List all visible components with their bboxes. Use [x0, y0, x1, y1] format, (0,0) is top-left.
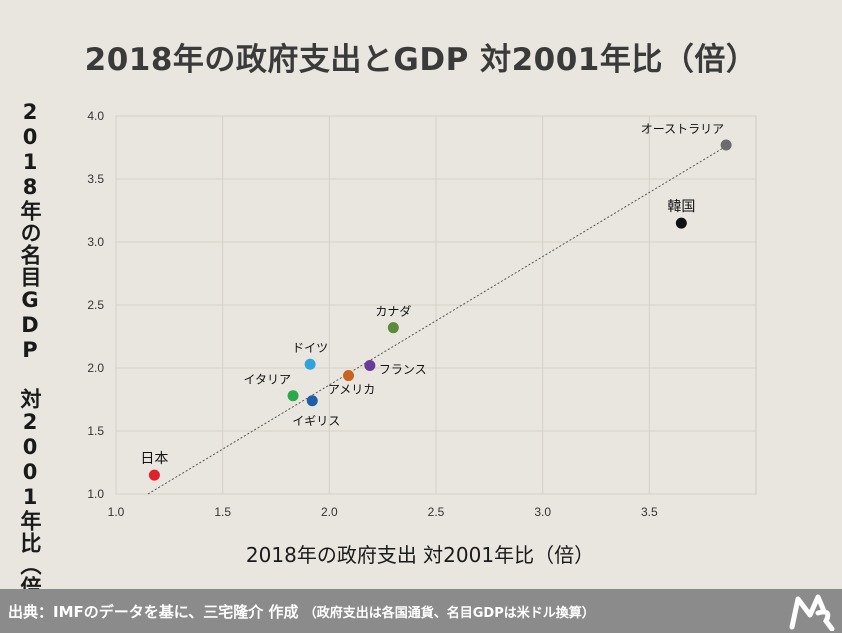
mr-logo-icon	[789, 594, 835, 631]
x-tick-label: 3.5	[641, 505, 658, 519]
point-label: イタリア	[244, 373, 292, 387]
y-tick-label: 3.5	[87, 172, 104, 186]
x-tick-label: 3.0	[534, 505, 551, 519]
point-label: アメリカ	[328, 383, 375, 397]
data-point	[304, 358, 316, 370]
x-tick-label: 1.0	[108, 505, 125, 519]
data-point	[148, 469, 160, 481]
y-tick-label: 1.5	[87, 424, 104, 438]
x-axis-label: 2018年の政府支出 対2001年比（倍）	[245, 543, 595, 567]
data-point	[387, 322, 399, 334]
y-tick-label: 4.0	[87, 109, 104, 123]
data-point	[364, 359, 376, 371]
point-label: オーストラリア	[641, 122, 724, 136]
data-point	[306, 395, 318, 407]
y-axis-label: 2018年の名目GDP 対2001年比（倍）	[18, 100, 42, 620]
scatter-chart: 1.0 1.5 2.0 2.5 3.0 3.5 4.0 1.0 1.5 2.0 2.5 3.0 3.5 日…	[87, 109, 757, 519]
source-note: 出典：IMFのデータを基に、三宅隆介 作成 （政府支出は各国通貨、名目GDPは米…	[8, 601, 595, 622]
source-text: 出典：IMFのデータを基に、三宅隆介 作成	[8, 603, 299, 621]
y-tick-label: 2.0	[87, 361, 104, 375]
chart-title: 2018年の政府支出とGDP 対2001年比（倍）	[84, 42, 758, 78]
x-tick-label: 1.5	[214, 505, 231, 519]
footer-bar: 出典：IMFのデータを基に、三宅隆介 作成 （政府支出は各国通貨、名目GDPは米…	[0, 589, 842, 633]
data-point	[720, 139, 732, 151]
x-tick-label: 2.5	[428, 505, 445, 519]
point-label: 韓国	[667, 199, 695, 215]
data-point	[675, 217, 687, 229]
x-tick-label: 2.0	[321, 505, 338, 519]
y-tick-label: 1.0	[87, 487, 104, 501]
y-tick-label: 3.0	[87, 235, 104, 249]
point-label: カナダ	[375, 304, 411, 319]
source-note-paren: （政府支出は各国通貨、名目GDPは米ドル換算）	[303, 606, 595, 621]
point-label: ドイツ	[292, 341, 328, 355]
point-label: フランス	[379, 362, 427, 376]
point-label: 日本	[140, 451, 168, 467]
data-point	[287, 390, 299, 402]
trend-line	[147, 147, 725, 495]
point-label: イギリス	[292, 414, 340, 428]
y-tick-label: 2.5	[87, 298, 104, 312]
data-point	[343, 370, 355, 382]
